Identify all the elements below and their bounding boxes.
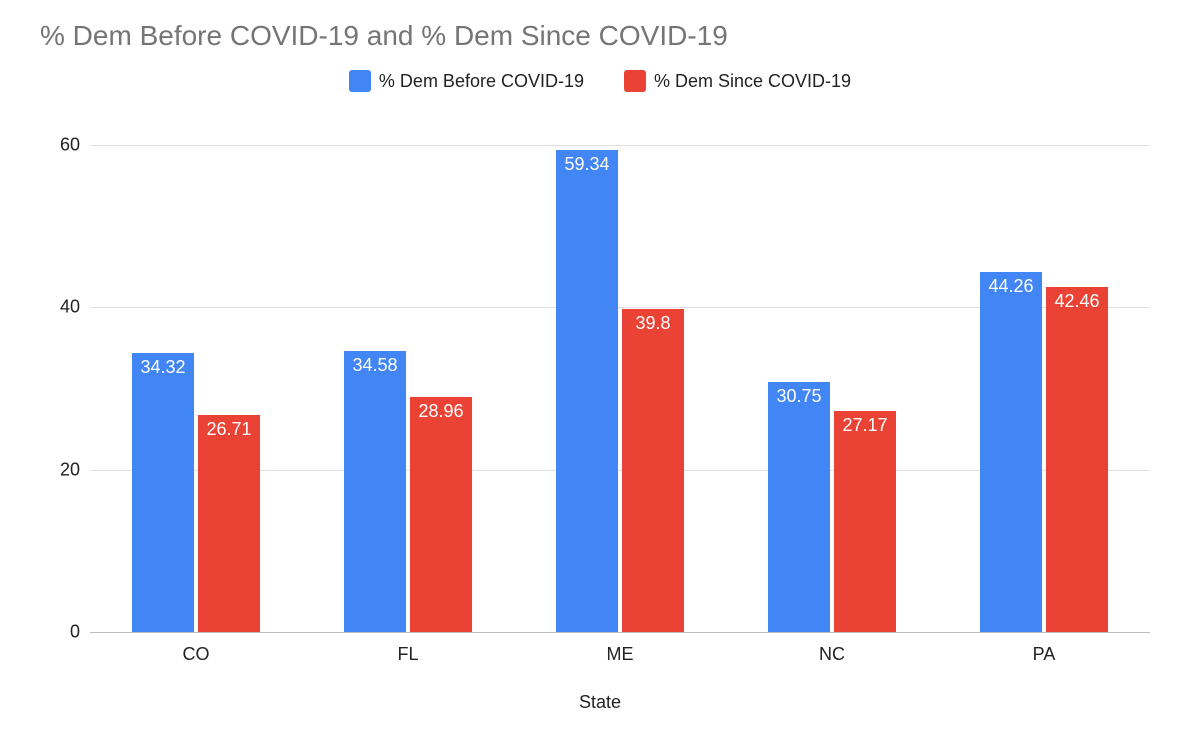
x-axis-labels: COFLMENCPA: [90, 644, 1150, 665]
bar-group: 59.34 39.8: [514, 112, 726, 632]
legend-label-before: % Dem Before COVID-19: [379, 71, 584, 92]
bar-group: 34.32 26.71: [90, 112, 302, 632]
bar: 34.32: [132, 353, 194, 632]
x-tick-label: CO: [90, 644, 302, 665]
legend-item-before: % Dem Before COVID-19: [349, 70, 584, 92]
y-axis: 0204060: [40, 112, 80, 632]
legend-swatch-since: [624, 70, 646, 92]
bar-value-label: 44.26: [988, 276, 1033, 297]
bar-value-label: 34.32: [140, 357, 185, 378]
chart-title: % Dem Before COVID-19 and % Dem Since CO…: [40, 20, 1170, 52]
bar-value-label: 28.96: [418, 401, 463, 422]
legend-swatch-before: [349, 70, 371, 92]
bar-value-label: 34.58: [352, 355, 397, 376]
x-tick-label: PA: [938, 644, 1150, 665]
y-tick-label: 40: [40, 297, 80, 318]
bar: 34.58: [344, 351, 406, 632]
bar-value-label: 27.17: [842, 415, 887, 436]
bar-value-label: 26.71: [206, 419, 251, 440]
plot-area: 0204060 34.3226.7134.5828.9659.3439.830.…: [90, 112, 1150, 632]
bar-group: 34.58 28.96: [302, 112, 514, 632]
bar: 44.26: [980, 272, 1042, 632]
bar-group: 30.75 27.17: [726, 112, 938, 632]
x-tick-label: FL: [302, 644, 514, 665]
bar: 59.34: [556, 150, 618, 632]
bar-groups: 34.32 26.71 34.58 28.96 59.34 39.8 30.75 27.17 4…: [90, 112, 1150, 632]
legend-item-since: % Dem Since COVID-19: [624, 70, 851, 92]
bar: 27.17: [834, 411, 896, 632]
y-tick-label: 0: [40, 622, 80, 643]
y-tick-label: 60: [40, 134, 80, 155]
plot-grid: 34.32 26.71 34.58 28.96 59.34 39.8 30.75 27.17 4…: [90, 112, 1150, 632]
y-tick-label: 20: [40, 459, 80, 480]
x-axis-title: State: [30, 692, 1170, 713]
bar-value-label: 42.46: [1054, 291, 1099, 312]
chart-legend: % Dem Before COVID-19 % Dem Since COVID-…: [30, 70, 1170, 92]
x-tick-label: NC: [726, 644, 938, 665]
bar: 39.8: [622, 309, 684, 632]
legend-label-since: % Dem Since COVID-19: [654, 71, 851, 92]
bar-value-label: 59.34: [564, 154, 609, 175]
x-tick-label: ME: [514, 644, 726, 665]
bar-value-label: 30.75: [776, 386, 821, 407]
gridline: [90, 632, 1150, 633]
bar: 26.71: [198, 415, 260, 632]
bar: 30.75: [768, 382, 830, 632]
bar: 42.46: [1046, 287, 1108, 632]
bar-value-label: 39.8: [635, 313, 670, 334]
bar-group: 44.26 42.46: [938, 112, 1150, 632]
bar: 28.96: [410, 397, 472, 632]
